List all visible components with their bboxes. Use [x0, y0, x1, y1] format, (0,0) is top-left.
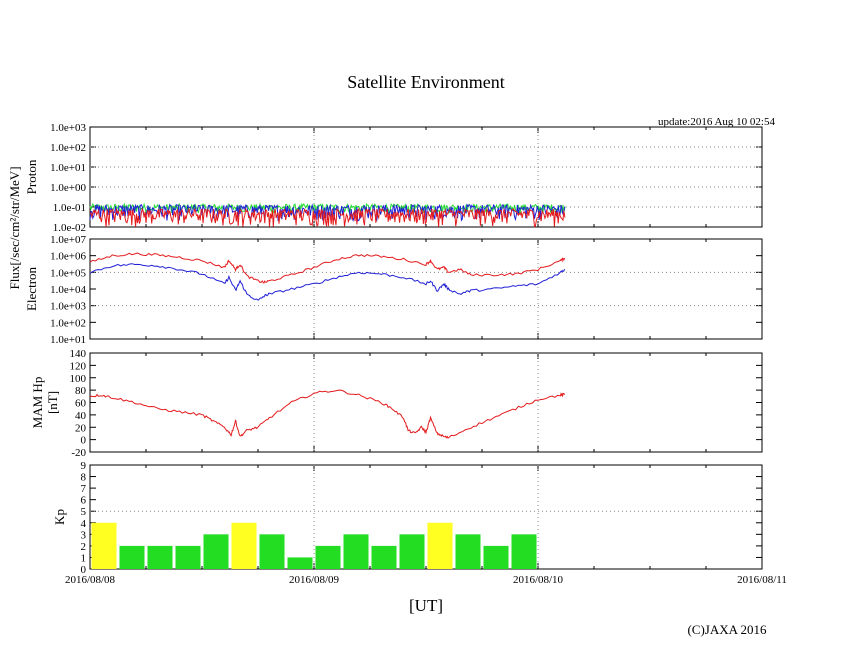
hp-ytick-label: 140	[70, 348, 87, 360]
proton-ytick-label: 1.0e-01	[53, 202, 86, 214]
x-axis-label: [UT]	[409, 596, 443, 615]
proton-ytick-label: 1.0e+00	[50, 182, 86, 194]
data-layer	[89, 202, 566, 569]
x-tick-label: 2016/08/11	[737, 574, 787, 586]
electron-blue-line	[89, 263, 566, 301]
kp-bar	[343, 534, 369, 569]
kp-bar	[119, 545, 145, 569]
electron-ytick-label: 1.0e+03	[50, 301, 86, 313]
kp-bar	[91, 522, 117, 569]
electron-ytick-label: 1.0e+06	[50, 251, 86, 263]
kp-bar	[399, 534, 425, 569]
proton-ytick-label: 1.0e+02	[50, 142, 86, 154]
grid-lines	[90, 127, 762, 569]
kp-ylabel: Kp	[52, 509, 67, 525]
proton-blue-line	[89, 203, 566, 223]
electron-ytick-label: 1.0e+04	[50, 284, 86, 296]
kp-bar	[287, 557, 313, 569]
kp-bar	[259, 534, 285, 569]
hp-red-line	[89, 389, 566, 439]
panel-frames	[89, 126, 763, 570]
kp-bar	[427, 522, 453, 569]
flux-axis-label: Flux[/sec/cm²/str/MeV]	[7, 166, 22, 289]
kp-ytick-label: 0	[81, 564, 87, 576]
proton-ylabel: Proton	[24, 159, 39, 194]
electron-ytick-label: 1.0e+05	[50, 267, 86, 279]
chart-title: Satellite Environment	[347, 72, 504, 92]
hp-ytick-label: -20	[71, 447, 86, 459]
update-timestamp: update:2016 Aug 10 02:54	[658, 116, 776, 128]
kp-ytick-label: 4	[81, 518, 87, 530]
hp-ytick-label: 20	[75, 422, 87, 434]
hp-ytick-label: 0	[81, 435, 87, 447]
hp-ylabel: MAM Hp	[30, 377, 45, 429]
kp-bar	[315, 545, 341, 569]
proton-red-line	[89, 207, 566, 228]
kp-ytick-label: 9	[81, 460, 87, 472]
proton-ytick-label: 1.0e+01	[50, 162, 86, 174]
electron-ylabel: Electron	[24, 266, 39, 311]
copyright-text: (C)JAXA 2016	[687, 622, 767, 637]
electron-frame	[89, 238, 763, 340]
hp-ytick-label: 100	[70, 373, 87, 385]
x-tick-label: 2016/08/10	[513, 574, 564, 586]
electron-ytick-label: 1.0e+07	[50, 234, 86, 246]
electron-ytick-label: 1.0e+01	[50, 334, 86, 346]
kp-bar	[147, 545, 173, 569]
hp-ytick-label: 60	[75, 398, 87, 410]
kp-bar	[511, 534, 537, 569]
axis-labels: 1.0e-02 1.0e-01 1.0e+00 1.0e+01 1.0e+02 1.0e+…	[24, 122, 787, 586]
kp-ytick-label: 6	[81, 495, 87, 507]
kp-bar	[371, 545, 397, 569]
hp-frame	[89, 352, 763, 453]
x-tick-label: 2016/08/08	[65, 574, 116, 586]
proton-ytick-label: 1.0e+03	[50, 122, 86, 134]
electron-red-line	[89, 252, 566, 284]
x-tick-label: 2016/08/09	[289, 574, 340, 586]
proton-ytick-label: 1.0e-02	[53, 222, 86, 234]
kp-ytick-label: 5	[81, 506, 87, 518]
kp-bar	[203, 534, 229, 569]
hp-ylabel: [nT]	[45, 391, 60, 414]
hp-ytick-label: 40	[75, 410, 87, 422]
kp-bar	[483, 545, 509, 569]
kp-bar	[231, 522, 257, 569]
hp-ytick-label: 80	[75, 385, 87, 397]
kp-ytick-label: 8	[81, 472, 87, 484]
kp-ytick-label: 1	[81, 552, 87, 564]
electron-ytick-label: 1.0e+02	[50, 317, 86, 329]
kp-bar	[175, 545, 201, 569]
kp-ytick-label: 7	[81, 483, 87, 495]
hp-ytick-label: 120	[70, 360, 87, 372]
kp-ytick-label: 2	[81, 541, 87, 553]
kp-bar	[455, 534, 481, 569]
kp-ytick-label: 3	[81, 529, 87, 541]
